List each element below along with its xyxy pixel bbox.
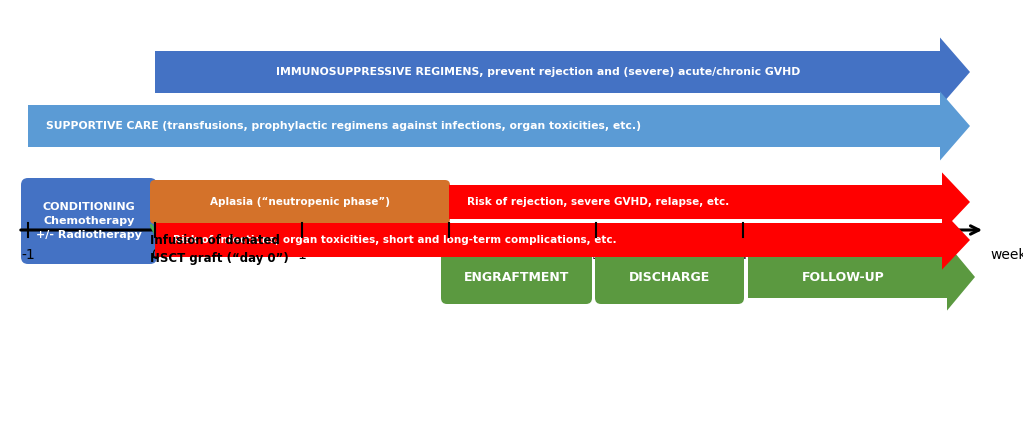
Text: 4: 4 bbox=[739, 248, 748, 262]
Text: -1: -1 bbox=[21, 248, 35, 262]
Text: 2: 2 bbox=[445, 248, 453, 262]
FancyBboxPatch shape bbox=[441, 250, 592, 304]
Polygon shape bbox=[155, 210, 970, 269]
Text: Aplasia (“neutropenic phase”): Aplasia (“neutropenic phase”) bbox=[210, 197, 390, 207]
Text: 0: 0 bbox=[150, 248, 160, 262]
Text: Infusion of donated
HSCT graft (“day 0”): Infusion of donated HSCT graft (“day 0”) bbox=[150, 234, 288, 265]
FancyBboxPatch shape bbox=[21, 178, 157, 264]
Polygon shape bbox=[449, 173, 970, 232]
Text: weeks: weeks bbox=[990, 248, 1023, 262]
FancyBboxPatch shape bbox=[595, 250, 744, 304]
Polygon shape bbox=[748, 243, 975, 310]
Text: ENGRAFTMENT: ENGRAFTMENT bbox=[463, 270, 569, 283]
Text: Risk of infections, organ toxicities, short and long-term complications, etc.: Risk of infections, organ toxicities, sh… bbox=[173, 235, 617, 245]
FancyBboxPatch shape bbox=[150, 180, 450, 224]
Text: DISCHARGE: DISCHARGE bbox=[629, 270, 710, 283]
Text: SUPPORTIVE CARE (transfusions, prophylactic regimens against infections, organ t: SUPPORTIVE CARE (transfusions, prophylac… bbox=[46, 121, 641, 131]
Text: Risk of rejection, severe GVHD, relapse, etc.: Risk of rejection, severe GVHD, relapse,… bbox=[468, 197, 729, 207]
Text: FOLLOW-UP: FOLLOW-UP bbox=[802, 270, 885, 283]
Text: 1: 1 bbox=[298, 248, 307, 262]
Text: CONDITIONING
Chemotherapy
+/- Radiotherapy: CONDITIONING Chemotherapy +/- Radiothera… bbox=[36, 202, 142, 240]
Polygon shape bbox=[155, 38, 970, 107]
Text: 3: 3 bbox=[591, 248, 601, 262]
Text: IMMUNOSUPPRESSIVE REGIMENS, prevent rejection and (severe) acute/chronic GVHD: IMMUNOSUPPRESSIVE REGIMENS, prevent reje… bbox=[276, 67, 800, 77]
Polygon shape bbox=[28, 91, 970, 160]
